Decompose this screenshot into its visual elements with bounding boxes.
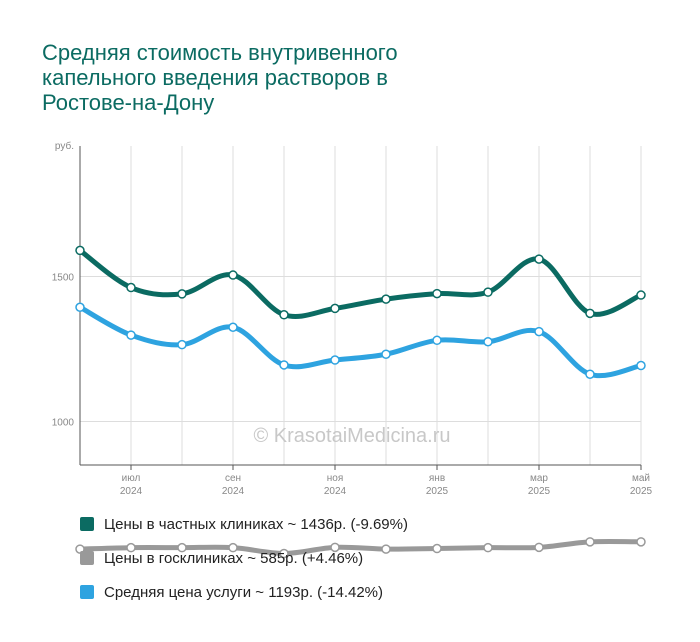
data-point-average: [585, 369, 595, 379]
y-tick-label: 1000: [52, 418, 75, 429]
x-tick-label-year: 2025: [528, 486, 551, 497]
data-point-private: [177, 289, 187, 299]
x-tick-label-month: ноя: [327, 473, 344, 484]
x-tick-label-month: янв: [429, 473, 445, 484]
data-point-private: [279, 310, 289, 320]
data-point-public: [228, 542, 238, 553]
watermark: © KrasotaiMedicina.ru: [253, 425, 450, 447]
data-point-average: [126, 330, 136, 340]
data-point-private: [330, 303, 340, 314]
data-point-average: [534, 326, 544, 337]
data-point-private: [75, 245, 85, 256]
data-point-average: [636, 360, 646, 371]
data-point-private: [534, 254, 544, 264]
chart-grid: [79, 146, 642, 465]
y-tick-label: 1500: [52, 273, 75, 284]
chart-title: Средняя стоимость внутривенного капельно…: [42, 40, 398, 115]
chart-axes: 1000 1500 руб. июл 2024 сен 2024 ноя 2024 янв 2025…: [52, 140, 653, 497]
x-tick-label-year: 2024: [120, 486, 143, 497]
data-point-private: [585, 308, 595, 319]
x-tick-label-month: июл: [122, 473, 141, 484]
data-point-public: [636, 537, 646, 547]
data-point-average: [177, 339, 187, 350]
legend-swatch-public: [80, 551, 94, 565]
x-tick-label-year: 2024: [222, 486, 245, 497]
data-point-average: [330, 355, 340, 365]
x-tick-label-year: 2025: [426, 486, 449, 497]
data-point-public: [177, 542, 187, 553]
legend-item-private[interactable]: Цены в частных клиниках ~ 1436р. (-9.69%…: [80, 514, 408, 534]
data-point-average: [483, 337, 493, 347]
x-tick-label-month: сен: [225, 473, 241, 484]
x-tick-label-month: мар: [530, 473, 548, 484]
legend-label-private: Цены в частных клиниках ~ 1436р. (-9.69%…: [104, 515, 408, 533]
legend-label-average: Средняя цена услуги ~ 1193р. (-14.42%): [104, 583, 384, 601]
data-point-public: [483, 542, 493, 553]
x-tick-label-year: 2025: [630, 486, 653, 497]
data-point-average: [228, 322, 238, 332]
series-line-average: [77, 304, 644, 379]
data-point-public: [585, 537, 595, 547]
data-point-private: [126, 282, 136, 293]
data-point-average: [432, 335, 442, 346]
data-point-average: [279, 360, 289, 370]
chart-series: [75, 245, 646, 559]
y-axis-unit-label: руб.: [55, 140, 74, 152]
chart-legend: Цены в частных клиниках ~ 1436р. (-9.69%…: [80, 514, 408, 616]
data-point-public: [330, 542, 340, 553]
legend-swatch-private: [80, 517, 94, 531]
data-point-private: [483, 287, 493, 297]
data-point-public: [279, 548, 289, 559]
data-point-private: [432, 288, 442, 299]
data-point-public: [381, 544, 391, 554]
data-point-private: [228, 270, 238, 280]
series-line-private: [77, 247, 644, 319]
data-point-public: [126, 542, 136, 553]
legend-swatch-average: [80, 585, 94, 599]
x-tick-label-month: май: [632, 473, 650, 484]
x-tick-label-year: 2024: [324, 486, 347, 497]
data-point-public: [432, 543, 442, 554]
legend-item-average[interactable]: Средняя цена услуги ~ 1193р. (-14.42%): [80, 582, 408, 602]
data-point-average: [381, 349, 391, 359]
data-point-average: [75, 302, 85, 312]
data-point-public: [534, 542, 544, 553]
legend-label-public: Цены в госклиниках ~ 585р. (+4.46%): [104, 549, 364, 567]
data-point-private: [381, 294, 391, 304]
data-point-private: [636, 290, 646, 300]
legend-item-public[interactable]: Цены в госклиниках ~ 585р. (+4.46%): [80, 548, 408, 568]
